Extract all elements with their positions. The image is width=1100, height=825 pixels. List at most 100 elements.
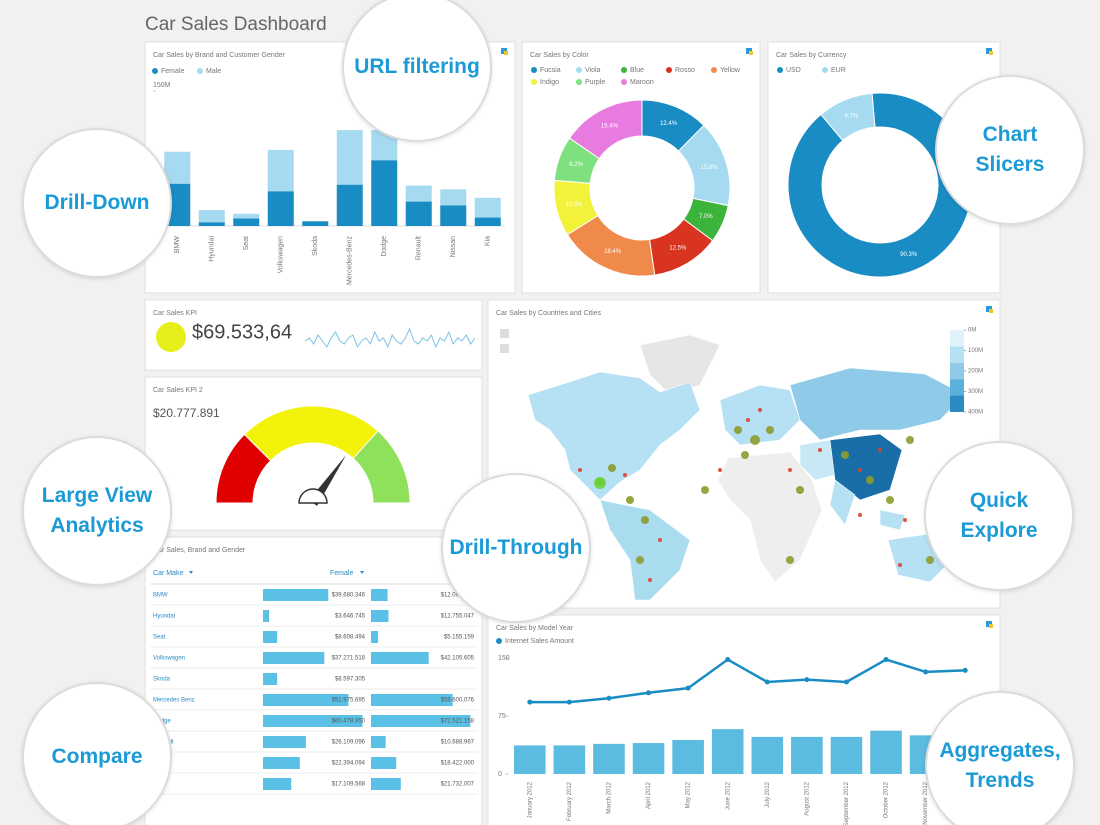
panel xyxy=(487,614,1001,825)
legend-swatch xyxy=(576,67,582,73)
map-point xyxy=(718,468,722,472)
line-marker xyxy=(923,669,929,675)
y-tick-label: 150M xyxy=(153,82,171,89)
panel-icon xyxy=(749,51,753,55)
data-bar xyxy=(371,715,471,727)
legend-swatch xyxy=(621,67,627,73)
data-bar xyxy=(263,631,278,643)
feature-callout: Aggregates, Trends xyxy=(925,691,1075,825)
bar xyxy=(474,217,501,226)
bar xyxy=(870,730,902,774)
x-tick-label: Volkswagen xyxy=(278,236,285,273)
map-point xyxy=(734,426,742,434)
dashboard-title: Car Sales Dashboard xyxy=(145,14,327,35)
data-bar xyxy=(263,694,349,706)
slice-label: 9.7% xyxy=(845,113,859,119)
x-tick-label: July 2012 xyxy=(765,781,771,807)
x-tick-label: Skoda xyxy=(312,236,319,256)
data-bar xyxy=(263,736,306,748)
bar xyxy=(672,739,704,774)
map-region xyxy=(527,371,701,501)
x-tick-label: BMW xyxy=(174,236,181,254)
feature-callout: URL filtering xyxy=(342,0,492,142)
colorbar-step xyxy=(950,362,964,380)
bar xyxy=(198,222,225,226)
panel xyxy=(144,376,483,531)
legend-swatch xyxy=(197,68,203,74)
x-tick-label: Hyundai xyxy=(209,236,216,262)
colorbar-label: 300M xyxy=(968,389,983,395)
map-point xyxy=(741,451,749,459)
bar xyxy=(751,736,784,774)
colorbar-label: 100M xyxy=(968,348,983,354)
y-tick-label: 0 xyxy=(498,771,502,778)
cell-value: $39.680.346 xyxy=(332,593,366,599)
x-tick-label: Renault xyxy=(416,236,423,260)
legend-swatch xyxy=(666,67,672,73)
map-region xyxy=(879,509,906,531)
bar xyxy=(405,201,432,226)
data-bar xyxy=(371,694,453,706)
map-region xyxy=(829,479,856,526)
x-tick-label: August 2012 xyxy=(804,781,810,815)
sort-arrow xyxy=(189,571,193,574)
x-tick-label: June 2012 xyxy=(725,781,731,810)
x-tick-label: October 2012 xyxy=(884,781,890,818)
x-tick-label: September 2012 xyxy=(844,781,850,825)
line-marker xyxy=(606,695,612,701)
line-marker xyxy=(527,699,533,705)
map-point xyxy=(788,468,792,472)
data-bar xyxy=(263,757,300,769)
y-tick-label: 150 xyxy=(498,655,510,662)
bar xyxy=(267,191,294,226)
feature-callout: Compare xyxy=(22,682,172,825)
legend-label: EUR xyxy=(831,67,846,74)
row-label: Mercedes Benz xyxy=(153,698,195,704)
slice-label: 7.0% xyxy=(699,214,713,220)
colorbar-step xyxy=(950,379,964,396)
cell-value: $72.521.158 xyxy=(441,719,475,725)
legend-swatch xyxy=(531,79,537,85)
row-label: BMW xyxy=(153,593,168,599)
cell-value: $60.478.950 xyxy=(332,719,366,725)
colorbar-label: 0M xyxy=(968,328,976,334)
x-tick-label: November 2012 xyxy=(923,781,929,824)
map-point xyxy=(786,556,794,564)
cell-value: $8.597.305 xyxy=(335,677,366,683)
cell-value: $59.600.076 xyxy=(441,698,475,704)
map-point xyxy=(636,556,644,564)
legend-label: Viola xyxy=(585,67,601,74)
map-point xyxy=(841,451,849,459)
map-point xyxy=(766,426,774,434)
feature-callout: Chart Slicers xyxy=(935,75,1085,225)
data-bar xyxy=(371,610,389,622)
x-tick-label: Kia xyxy=(485,236,492,246)
sort-arrow xyxy=(360,571,364,574)
map-region xyxy=(599,499,691,601)
panel-icon xyxy=(989,624,993,628)
callout-label: URL filtering xyxy=(354,55,480,78)
panel-title: Car Sales by Model Year xyxy=(496,625,574,632)
map-point xyxy=(906,436,914,444)
line-marker xyxy=(804,677,810,683)
cell-value: $10.688.967 xyxy=(441,740,475,746)
row-label: Seat xyxy=(153,635,166,641)
data-bar xyxy=(371,757,397,769)
panel-title: Car Sales by Color xyxy=(530,52,589,59)
bar xyxy=(164,151,191,184)
map-point xyxy=(648,578,652,582)
x-tick-label: Nissan xyxy=(450,236,457,258)
feature-callout: Quick Explore xyxy=(924,441,1074,591)
map-point xyxy=(858,513,862,517)
map-point xyxy=(866,476,874,484)
map-region xyxy=(789,367,966,441)
line-marker xyxy=(646,690,652,696)
cell-value: $21.732.007 xyxy=(441,782,475,788)
panel-title: Car Sales by Currency xyxy=(776,52,847,59)
feature-callout: Large View Analytics xyxy=(22,436,172,586)
kpi-value: $20.777.891 xyxy=(153,406,220,420)
legend-label: Female xyxy=(161,68,184,75)
slice-label: 15.4% xyxy=(601,124,619,130)
legend-swatch xyxy=(531,67,537,73)
